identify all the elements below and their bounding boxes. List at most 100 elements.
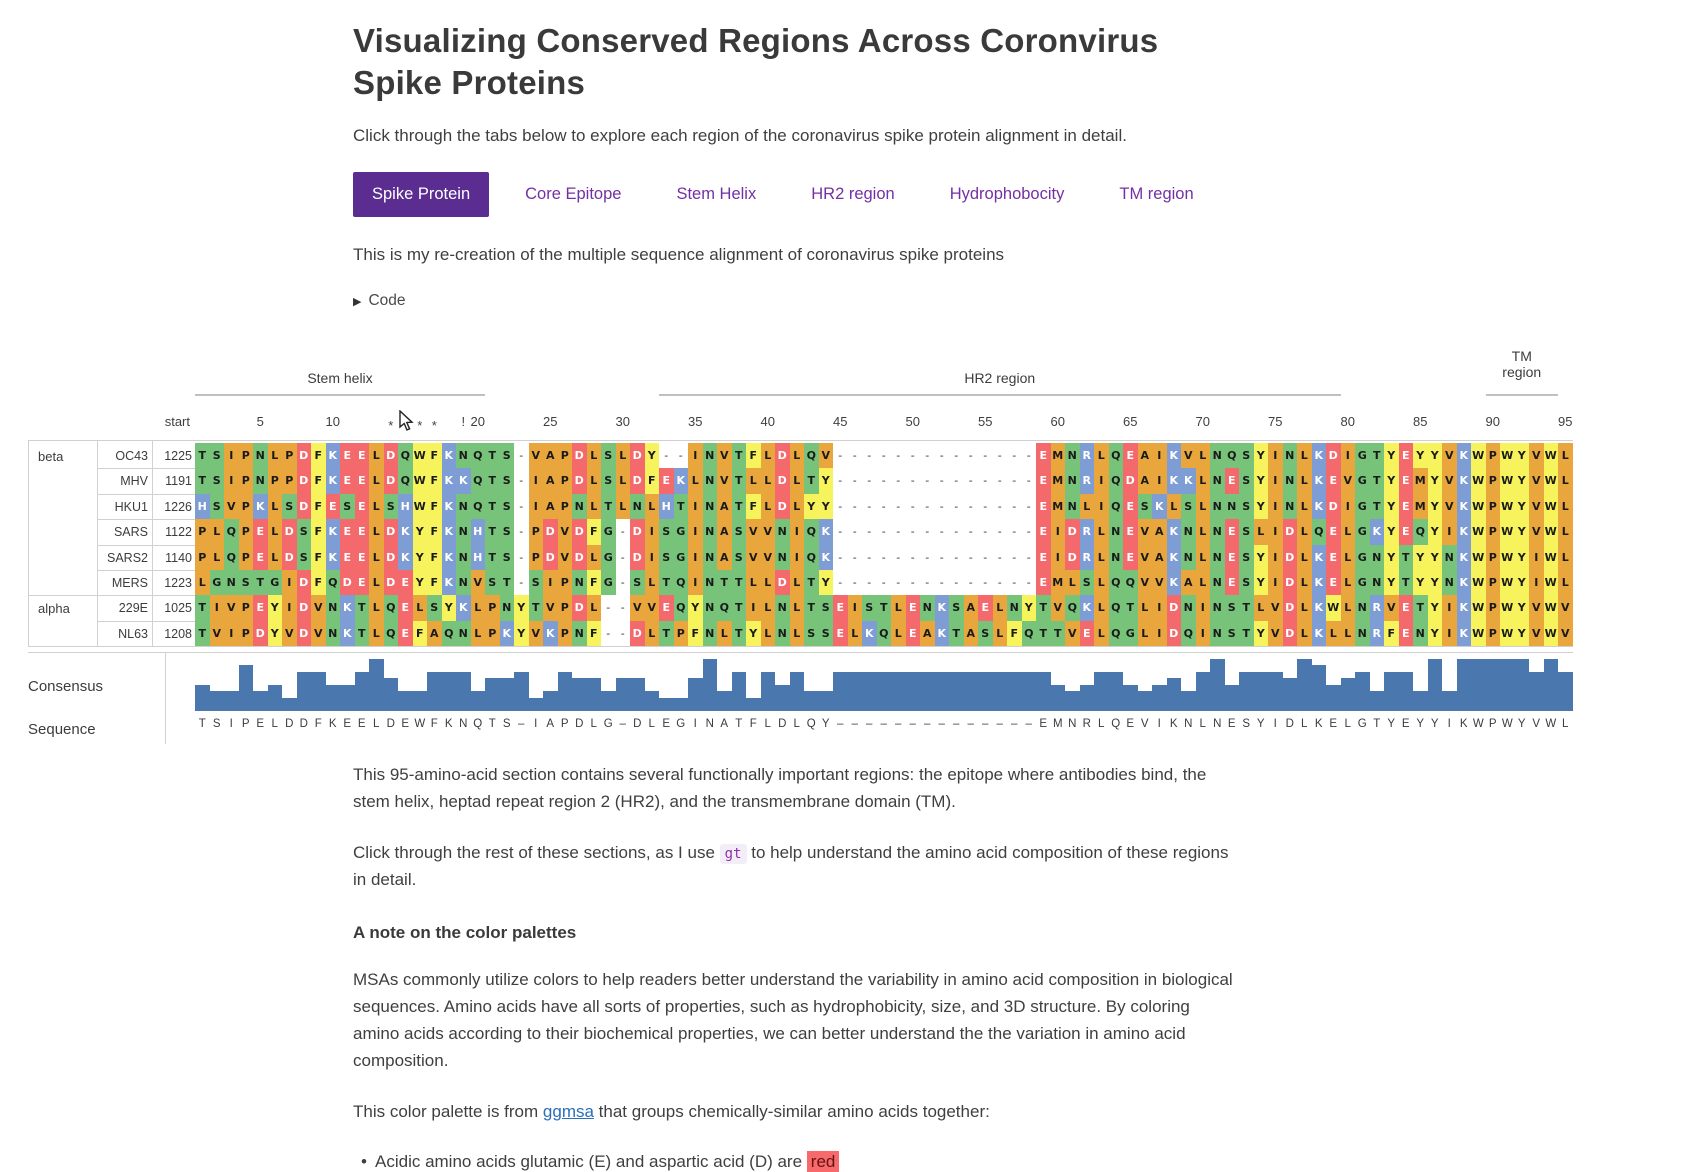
aa-cell: H (470, 544, 485, 570)
aa-cell: K (1181, 468, 1196, 494)
aa-cell: - (1026, 499, 1031, 513)
aa-cell: I (1442, 519, 1457, 545)
aa-cell: Q (1108, 570, 1123, 596)
ggmsa-link[interactable]: ggmsa (542, 1101, 594, 1121)
aa-cell: K (934, 595, 949, 621)
aa-cell: D (543, 544, 558, 570)
aa-cell: N (253, 468, 268, 494)
aa-cell: L (267, 519, 282, 545)
consensus-sequence-letter: – (996, 718, 1003, 730)
aa-cell: E (354, 519, 369, 545)
aa-cell: N (499, 595, 514, 621)
aa-cell: T (253, 570, 268, 596)
aa-cell: L (644, 620, 659, 647)
aa-cell: D (630, 468, 645, 494)
aa-cell: - (954, 499, 959, 513)
aa-cell: N (775, 544, 790, 570)
aa-cell: Y (412, 519, 427, 545)
aa-cell: Y (1427, 519, 1442, 545)
aa-cell: E (659, 595, 674, 621)
aa-cell: Y (1514, 544, 1529, 570)
aa-cell: V (1529, 468, 1544, 494)
aa-cell: N (1355, 595, 1370, 621)
tab-spike-protein[interactable]: Spike Protein (353, 172, 490, 218)
aa-cell: L (1094, 620, 1109, 647)
aa-cell: L (992, 620, 1007, 647)
aa-cell: F (644, 468, 659, 494)
aa-cell: L (746, 570, 761, 596)
aa-cell: - (852, 449, 857, 462)
consensus-sequence-letter: Q (806, 718, 816, 730)
aa-cell: T (804, 570, 819, 596)
consensus-bar (1471, 659, 1486, 711)
aa-cell: - (867, 499, 872, 513)
axis-tick-50: 50 (905, 414, 920, 429)
aa-cell: T (731, 468, 746, 494)
aa-cell: S (296, 544, 311, 570)
aa-cell: I (1152, 620, 1167, 647)
aa-cell: K (1166, 519, 1181, 545)
consensus-bar (514, 672, 529, 711)
aa-cell: V (1137, 544, 1152, 570)
aa-cell: I (688, 519, 703, 545)
code-disclosure[interactable]: ▶ Code (353, 292, 1253, 310)
tab-core-epitope[interactable]: Core Epitope (525, 185, 622, 204)
aa-cell: Y (1253, 570, 1268, 596)
aa-cell: K (441, 468, 456, 494)
aa-cell: - (852, 474, 857, 488)
aa-cell: Q (717, 595, 732, 621)
aa-cell: N (456, 493, 471, 520)
aa-cell: N (456, 570, 471, 596)
aa-cell: L (1297, 595, 1312, 621)
aa-cell: W (1471, 443, 1486, 469)
aa-cell: - (519, 499, 524, 513)
aa-cell: P (238, 595, 253, 621)
aa-cell: K (673, 468, 688, 494)
aa-cell: I (688, 570, 703, 596)
consensus-bar (905, 672, 921, 711)
aa-cell: P (528, 519, 543, 545)
aa-cell: L (1340, 544, 1355, 570)
aa-cell: T (1036, 595, 1051, 621)
consensus-sequence-letter: Q (1111, 718, 1121, 730)
aa-cell: D (296, 493, 311, 520)
aa-cell: - (954, 550, 959, 564)
aa-cell: V (717, 468, 732, 494)
aa-cell: E (398, 570, 413, 596)
aa-cell: N (1108, 544, 1123, 570)
aa-cell: N (775, 519, 790, 545)
aa-cell: Y (1021, 595, 1036, 621)
consensus-bar (1065, 691, 1080, 711)
aa-cell: Q (383, 595, 398, 621)
consensus-bar (760, 672, 776, 711)
aa-cell: L (369, 595, 384, 621)
tab-stem-helix[interactable]: Stem Helix (676, 185, 757, 204)
aa-cell: M (1413, 468, 1428, 494)
aa-cell: - (983, 550, 988, 564)
tab-hr2-region[interactable]: HR2 region (811, 185, 895, 204)
aa-cell: L (891, 620, 906, 647)
aa-cell: K (1311, 595, 1326, 621)
aa-cell: F (311, 544, 326, 570)
aa-cell: Q (398, 468, 413, 494)
mouse-cursor-icon (399, 409, 417, 434)
consensus-sequence-letter: V (1140, 718, 1149, 730)
aa-cell: S (499, 443, 514, 469)
axis-tick-65: 65 (1123, 414, 1138, 429)
aa-cell: E (340, 468, 355, 494)
aa-cell: L (1065, 570, 1080, 596)
tab-hydrophobocity[interactable]: Hydrophobocity (949, 185, 1065, 204)
tab-tm-region[interactable]: TM region (1119, 185, 1194, 204)
aa-cell: K (934, 620, 949, 647)
aa-cell: N (1355, 620, 1370, 647)
aa-cell: K (1456, 493, 1471, 520)
aa-cell: G (267, 570, 282, 596)
aa-cell: S (1079, 570, 1094, 596)
paragraph-ggmsa-pre: This color palette is from (353, 1101, 543, 1121)
aa-cell: S (427, 595, 442, 621)
aa-cell: Y (1514, 570, 1529, 596)
consensus-sequence-letter: – (1025, 718, 1032, 730)
consensus-sequence-letter: N (459, 718, 468, 730)
consensus-bar (398, 691, 413, 711)
aa-cell: P (673, 620, 688, 647)
